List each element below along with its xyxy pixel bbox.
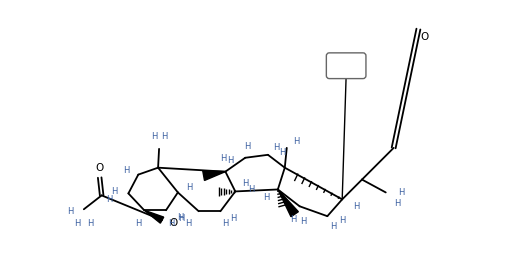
Text: H: H xyxy=(290,215,297,224)
Polygon shape xyxy=(203,171,226,180)
Text: H: H xyxy=(178,214,184,223)
Text: H: H xyxy=(294,137,300,146)
FancyBboxPatch shape xyxy=(326,53,366,79)
Text: H: H xyxy=(161,132,167,141)
Text: H: H xyxy=(186,219,192,228)
Text: H: H xyxy=(151,132,158,141)
Text: H: H xyxy=(330,222,336,231)
Text: H: H xyxy=(177,213,183,222)
Text: H: H xyxy=(272,143,279,152)
Text: H: H xyxy=(394,199,401,208)
Text: H: H xyxy=(300,217,307,225)
Text: H: H xyxy=(263,193,269,202)
Text: H: H xyxy=(123,166,130,175)
Text: H: H xyxy=(135,219,141,228)
Text: OH: OH xyxy=(338,61,354,71)
Text: H: H xyxy=(244,143,250,152)
Text: H: H xyxy=(106,195,113,204)
Text: H: H xyxy=(187,183,193,192)
Text: H: H xyxy=(280,148,286,157)
Text: H: H xyxy=(111,187,118,196)
Text: O: O xyxy=(95,163,104,173)
Text: H: H xyxy=(168,219,174,228)
Text: H: H xyxy=(67,207,73,216)
Text: H: H xyxy=(222,219,229,228)
Text: H: H xyxy=(398,188,405,197)
Text: H: H xyxy=(87,219,94,228)
Polygon shape xyxy=(144,210,164,223)
Text: O: O xyxy=(420,32,428,42)
Text: H: H xyxy=(248,185,255,194)
Text: H: H xyxy=(227,156,233,165)
Text: H: H xyxy=(230,214,237,223)
Text: H: H xyxy=(74,219,80,228)
Text: H: H xyxy=(220,154,227,163)
Polygon shape xyxy=(278,189,298,217)
Text: H: H xyxy=(353,202,359,211)
Text: H: H xyxy=(242,179,248,188)
Text: O: O xyxy=(170,218,178,228)
Text: H: H xyxy=(339,216,345,225)
